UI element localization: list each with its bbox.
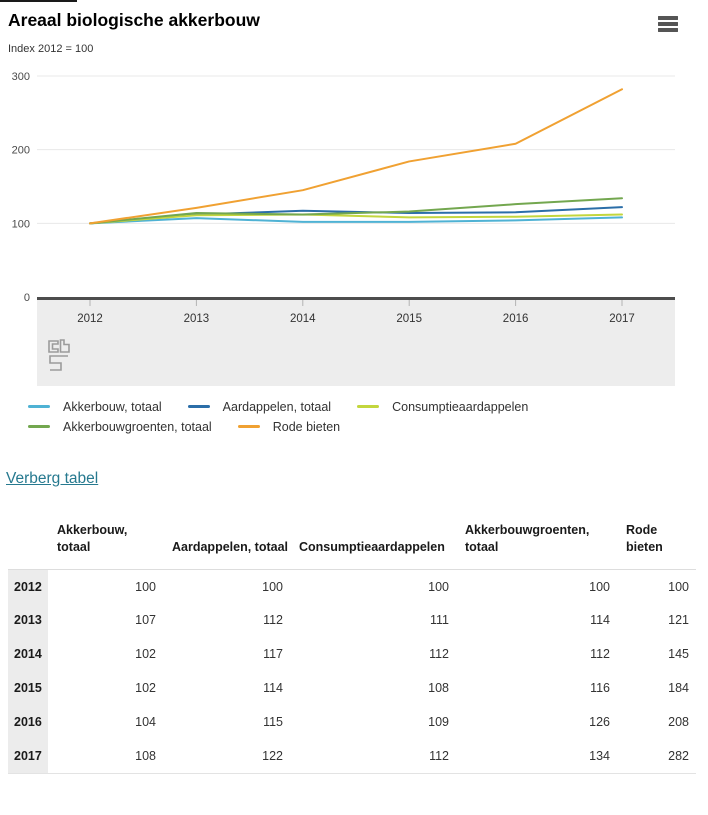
column-header: Rode bieten — [626, 522, 663, 555]
y-axis-tick-label: 100 — [12, 218, 30, 230]
page-title: Areaal biologische akkerbouw — [8, 10, 260, 30]
table-cell: 282 — [668, 749, 689, 764]
column-header: Aardappelen, totaal — [172, 540, 288, 555]
table-cell: 111 — [429, 613, 449, 628]
table-cell: 109 — [428, 715, 449, 730]
legend-label: Akkerbouwgroenten, totaal — [63, 419, 212, 434]
table-cell: 100 — [262, 579, 283, 594]
table-corner-cell — [8, 518, 48, 570]
table-cell: 102 — [135, 681, 156, 696]
table-cell: 107 — [135, 613, 156, 628]
chart-header: Areaal biologische akkerbouw — [0, 0, 708, 36]
row-header-year: 2012 — [8, 569, 48, 604]
series-line — [89, 216, 623, 225]
x-axis-tick-label: 2015 — [396, 313, 422, 325]
legend-label: Akkerbouw, totaal — [63, 399, 162, 414]
x-axis-band — [37, 299, 675, 386]
y-axis-tick-label: 300 — [12, 71, 30, 83]
x-axis-tick-label: 2013 — [184, 313, 210, 325]
row-header-year: 2017 — [8, 739, 48, 774]
window-edge-artifact — [0, 0, 77, 2]
table-cell: 104 — [135, 715, 156, 730]
row-header-year: 2015 — [8, 671, 48, 706]
legend-line-icon — [28, 425, 50, 429]
x-axis-tick-label: 2017 — [609, 313, 635, 325]
x-axis-tick-label: 2016 — [503, 313, 529, 325]
table-cell: 184 — [668, 681, 689, 696]
table-cell: 114 — [263, 681, 283, 696]
toggle-table-link[interactable]: Verberg tabel — [6, 469, 99, 487]
row-header-year: 2016 — [8, 705, 48, 740]
x-axis-tick-label: 2012 — [77, 313, 103, 325]
chart-context-menu-button[interactable] — [656, 12, 680, 36]
legend-label: Rode bieten — [272, 419, 341, 434]
table-cell: 126 — [589, 715, 610, 730]
table-cell: 122 — [262, 749, 283, 764]
table-cell: 114 — [590, 613, 610, 628]
data-table: Akkerbouw, totaal Aardappelen, totaal Cons… — [8, 518, 696, 774]
column-header: Akkerbouw, totaal — [57, 522, 128, 555]
chart-subtitle: Index 2012 = 100 — [8, 42, 94, 55]
legend-item[interactable]: Aardappelen, totaal — [187, 399, 332, 414]
legend-line-icon — [357, 405, 380, 409]
series-line — [89, 197, 623, 225]
column-header: Consumptieaardappelen — [299, 540, 445, 555]
legend-item[interactable]: Akkerbouwgroenten, totaal — [28, 420, 212, 434]
x-axis-tick-label: 2014 — [290, 313, 316, 325]
cbs-logo — [48, 339, 70, 371]
chart-canvas: 0 100 200 300 2012 2013 2014 2015 2016 2017 — [12, 71, 675, 386]
table-row: 2013 107 112 111 114 121 — [8, 603, 696, 638]
y-axis-tick-label: 200 — [12, 145, 30, 157]
table-cell: 102 — [135, 647, 156, 662]
table-cell: 116 — [590, 681, 610, 696]
table-row: 2017 108 122 112 134 282 — [8, 739, 696, 774]
table-header-row: Akkerbouw, totaal Aardappelen, totaal Cons… — [8, 518, 696, 570]
legend-line-icon — [28, 405, 50, 409]
legend-line-icon — [237, 425, 260, 429]
table-cell: 100 — [668, 579, 689, 594]
table-cell: 115 — [263, 715, 283, 730]
y-axis-tick-label: 0 — [24, 292, 30, 304]
column-header: Akkerbouwgroenten, totaal — [465, 522, 590, 555]
table-cell: 145 — [668, 647, 689, 662]
table-cell: 112 — [429, 749, 449, 764]
table-cell: 108 — [428, 681, 449, 696]
legend-row: Akkerbouw, totaal Aardappelen, totaal Cons… — [28, 400, 708, 414]
table-row: 2015 102 114 108 116 184 — [8, 671, 696, 706]
hamburger-icon — [658, 16, 678, 20]
line-chart: 0 100 200 300 2012 2013 2014 2015 2016 2017 Akker… — [0, 63, 708, 434]
table-cell: 208 — [668, 715, 689, 730]
table-cell: 100 — [135, 579, 156, 594]
row-header-year: 2014 — [8, 637, 48, 672]
table-row: 2012 100 100 100 100 100 — [8, 569, 696, 604]
table-cell: 112 — [429, 647, 449, 662]
table-row: 2016 104 115 109 126 208 — [8, 705, 696, 740]
table-cell: 121 — [668, 613, 689, 628]
legend-line-icon — [187, 405, 210, 409]
table-cell: 108 — [135, 749, 156, 764]
chart-legend: Akkerbouw, totaal Aardappelen, totaal Cons… — [0, 400, 708, 434]
legend-item[interactable]: Consumptieaardappelen — [357, 400, 528, 414]
series-line — [89, 213, 623, 225]
table-cell: 100 — [428, 579, 449, 594]
table-cell: 117 — [263, 647, 283, 662]
series-line — [89, 88, 623, 225]
table-row: 2014 102 117 112 112 145 — [8, 637, 696, 672]
legend-row: Akkerbouwgroenten, totaal Rode bieten — [28, 420, 708, 434]
legend-item[interactable]: Rode bieten — [237, 419, 341, 434]
table-cell: 112 — [590, 647, 610, 662]
legend-label: Consumptieaardappelen — [392, 399, 529, 414]
table-cell: 100 — [589, 579, 610, 594]
table-cell: 112 — [263, 613, 283, 628]
table-cell: 134 — [589, 749, 610, 764]
row-header-year: 2013 — [8, 603, 48, 638]
legend-label: Aardappelen, totaal — [222, 399, 332, 414]
legend-item[interactable]: Akkerbouw, totaal — [28, 400, 162, 414]
